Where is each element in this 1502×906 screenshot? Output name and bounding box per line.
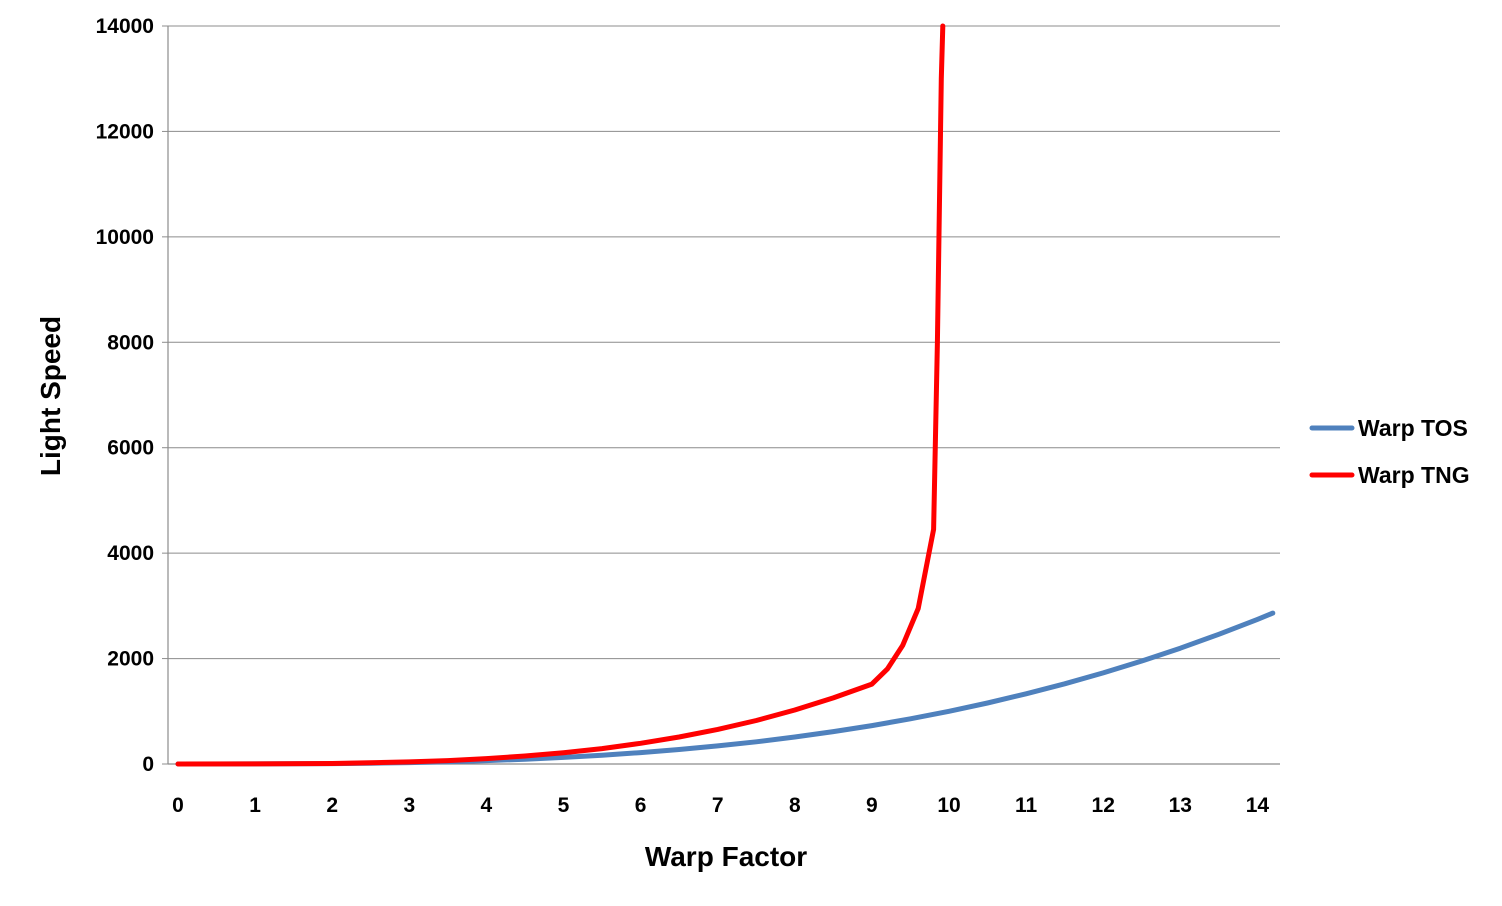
x-tick-label: 9 <box>866 794 878 817</box>
y-tick-label: 6000 <box>107 437 154 460</box>
legend-label-warp-tos: Warp TOS <box>1358 415 1468 441</box>
series-line-warp-tng <box>175 23 946 767</box>
x-tick-label: 1 <box>249 794 261 817</box>
y-tick-label: 8000 <box>107 331 154 354</box>
axes <box>162 25 1280 765</box>
x-tick-label: 4 <box>481 794 493 817</box>
y-tick-label: 0 <box>142 753 154 776</box>
y-axis-title: Light Speed <box>35 316 66 476</box>
x-tick-label: 11 <box>1015 794 1038 817</box>
x-tick-label: 0 <box>172 794 184 817</box>
x-tick-label: 8 <box>789 794 801 817</box>
y-tick-label: 10000 <box>96 226 154 249</box>
x-tick-label: 3 <box>403 794 415 817</box>
x-axis-title: Warp Factor <box>645 841 807 872</box>
y-tick-label: 14000 <box>96 15 154 38</box>
x-tick-label: 13 <box>1169 794 1192 817</box>
y-tick-label: 4000 <box>107 542 154 565</box>
gridlines <box>168 25 1280 660</box>
x-tick-label: 12 <box>1092 794 1115 817</box>
x-tick-label: 10 <box>937 794 960 817</box>
x-tick-label: 2 <box>326 794 338 817</box>
legend-label-warp-tng: Warp TNG <box>1358 462 1470 488</box>
x-tick-label: 5 <box>558 794 570 817</box>
y-tick-label: 2000 <box>107 648 154 671</box>
x-tick-label: 7 <box>712 794 724 817</box>
series-lines <box>175 23 1276 767</box>
y-tick-label: 12000 <box>96 120 154 143</box>
x-tick-label: 14 <box>1246 794 1270 817</box>
legend: Warp TOS Warp TNG <box>1309 415 1470 488</box>
x-tick-label: 6 <box>635 794 647 817</box>
series-line-warp-tos <box>175 610 1276 767</box>
